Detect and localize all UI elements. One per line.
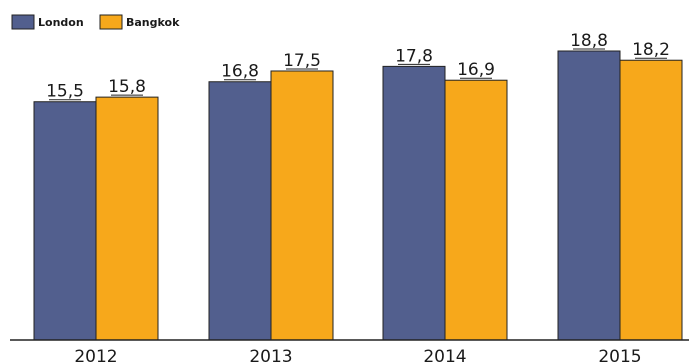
value-label-bangkok-2015: 18,2 [632, 40, 670, 60]
bar-bangkok-2014 [444, 79, 508, 341]
bar-bangkok-2012 [95, 96, 159, 341]
bar-london-2014 [382, 65, 446, 341]
legend: London Bangkok [11, 14, 180, 30]
category-label-2013: 2013 [249, 347, 292, 364]
value-label-bangkok-2013: 17,5 [283, 51, 321, 71]
value-labels: 15,5 15,8 16,8 17,5 17,8 16,9 18,8 18,2 [46, 31, 670, 102]
bar-london-2012 [33, 101, 97, 341]
value-label-london-2015: 18,8 [570, 31, 608, 51]
bars [33, 50, 683, 341]
value-label-bangkok-2012: 15,8 [108, 77, 146, 97]
legend-label-london: London [38, 16, 84, 29]
value-label-bangkok-2014: 16,9 [457, 60, 495, 80]
category-labels: 2012 2013 2014 2015 [74, 347, 641, 364]
category-label-2012: 2012 [74, 347, 117, 364]
value-label-london-2013: 16,8 [221, 62, 259, 82]
bar-bangkok-2015 [619, 59, 683, 341]
bar-london-2013 [208, 81, 272, 341]
legend-swatch-london [11, 14, 35, 30]
bar-london-2015 [557, 50, 621, 341]
value-label-london-2014: 17,8 [395, 46, 433, 66]
category-label-2015: 2015 [598, 347, 641, 364]
value-label-london-2012: 15,5 [46, 82, 84, 102]
legend-label-bangkok: Bangkok [126, 16, 180, 29]
bar-bangkok-2013 [270, 70, 334, 341]
category-label-2014: 2014 [423, 347, 466, 364]
legend-swatch-bangkok [99, 14, 123, 30]
